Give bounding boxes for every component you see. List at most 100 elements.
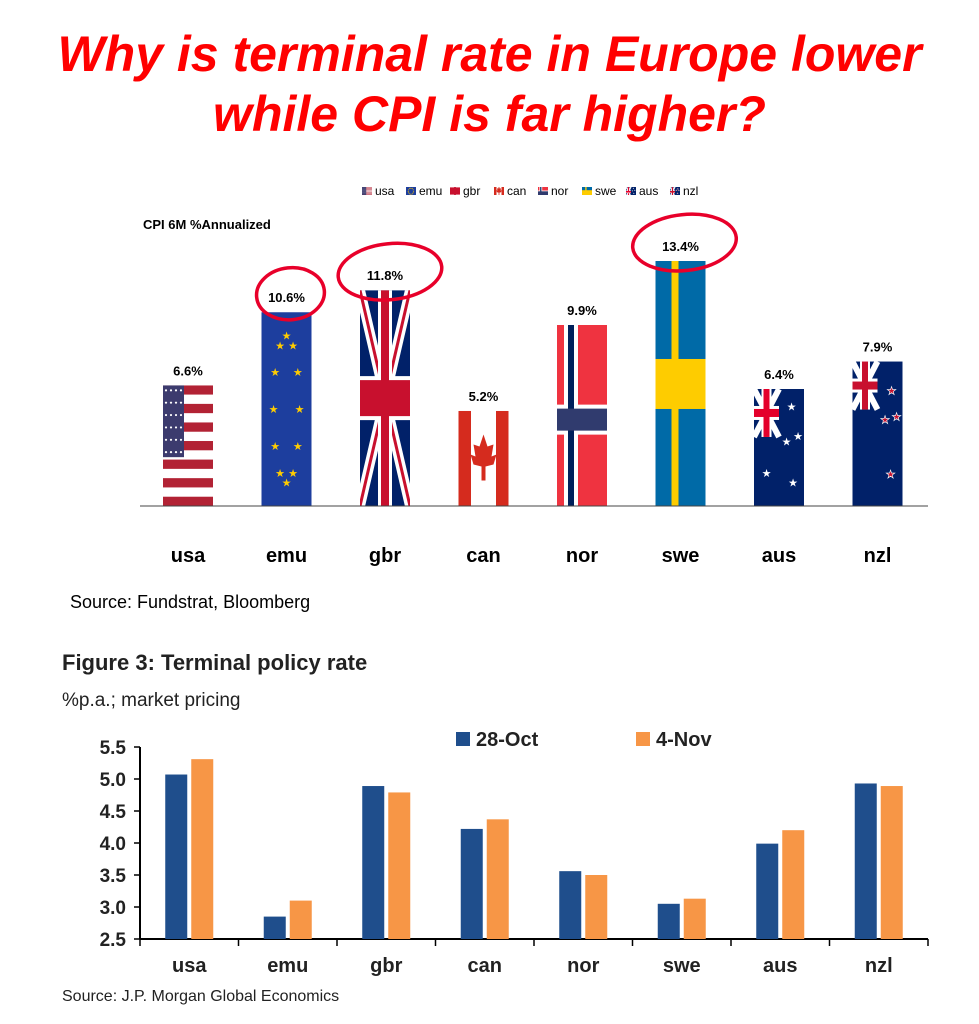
rate-legend: 28-Oct 4-Nov xyxy=(456,729,712,751)
svg-text:★: ★ xyxy=(628,192,630,195)
rate-legend-swatch xyxy=(456,732,470,746)
svg-text:★: ★ xyxy=(787,402,797,414)
svg-text:★: ★ xyxy=(676,189,678,192)
svg-text:★: ★ xyxy=(886,469,896,481)
svg-text:★: ★ xyxy=(793,431,803,443)
cpi-legend-label: gbr xyxy=(463,184,480,198)
rate-bar-can-4nov xyxy=(486,819,509,939)
svg-text:★: ★ xyxy=(633,187,635,190)
cpi-bar-usa xyxy=(163,385,213,506)
cpi-bar-can xyxy=(458,410,509,506)
headline: Why is terminal rate in Europe lower whi… xyxy=(0,24,979,144)
rate-y-tick-label: 3.0 xyxy=(100,898,126,919)
rate-bar-emu-4nov xyxy=(289,900,312,939)
headline-line-2: while CPI is far higher? xyxy=(213,86,766,142)
svg-text:★: ★ xyxy=(409,192,411,195)
rate-bar-gbr-4nov xyxy=(388,792,411,939)
cpi-bar-emu: ★★★★★★★★★★★★ xyxy=(261,312,312,506)
cpi-data-label: 11.8% xyxy=(367,268,404,283)
svg-text:★: ★ xyxy=(295,404,305,416)
svg-text:★: ★ xyxy=(293,441,303,453)
svg-text:★: ★ xyxy=(412,191,414,194)
cpi-legend-label: nzl xyxy=(683,184,698,198)
cpi-legend-item-usa: usa xyxy=(362,184,395,198)
svg-text:★: ★ xyxy=(632,189,634,192)
rate-category-label: gbr xyxy=(370,955,402,977)
legend-flag-nzl-icon: ★★ ★★ xyxy=(670,187,680,195)
svg-text:★: ★ xyxy=(887,385,897,397)
rate-bar-usa-28oct xyxy=(165,774,188,939)
cpi-data-label: 9.9% xyxy=(567,303,597,318)
cpi-category-label: usa xyxy=(171,545,206,567)
cpi-legend-item-nzl: ★★ ★★ nzl xyxy=(670,184,698,198)
cpi-chart-title: CPI 6M %Annualized xyxy=(143,217,271,232)
rate-category-label: swe xyxy=(663,955,701,977)
cpi-data-label: 7.9% xyxy=(863,340,893,355)
annotation-circle-gbr xyxy=(336,241,444,302)
svg-text:★: ★ xyxy=(288,468,298,480)
rate-bar-nor-28oct xyxy=(559,871,582,939)
svg-text:★: ★ xyxy=(411,187,413,190)
cpi-data-label: 5.2% xyxy=(469,389,499,404)
svg-text:★: ★ xyxy=(412,188,414,191)
annotation-circle-emu xyxy=(254,265,327,322)
cpi-legend-item-swe: swe xyxy=(582,184,617,198)
rate-bar-gbr-28oct xyxy=(362,786,385,939)
cpi-bar-gbr xyxy=(360,290,410,506)
rate-category-label: nzl xyxy=(865,955,893,977)
rate-legend-swatch xyxy=(636,732,650,746)
svg-text:★: ★ xyxy=(407,190,409,193)
cpi-bar-nzl: ★★ ★★ xyxy=(852,361,903,506)
svg-text:★: ★ xyxy=(275,340,285,352)
svg-text:★: ★ xyxy=(677,187,679,190)
legend-flag-emu-icon: ★★★★★★★★★ ★ ★★ xyxy=(406,187,416,195)
cpi-legend-item-can: can xyxy=(494,184,526,198)
cpi-data-label: 6.6% xyxy=(173,363,203,378)
rate-bar-emu-28oct xyxy=(263,916,286,939)
svg-text:★: ★ xyxy=(408,191,410,194)
rate-y-tick-label: 2.5 xyxy=(100,930,127,951)
rate-legend-label: 28-Oct xyxy=(476,729,539,751)
cpi-category-label: swe xyxy=(662,545,700,567)
cpi-bar-aus: ★★ ★★★ xyxy=(754,388,804,506)
rate-bar-aus-28oct xyxy=(756,843,779,939)
rate-category-label: aus xyxy=(763,955,797,977)
rate-bar-can-28oct xyxy=(460,828,483,939)
svg-text:★: ★ xyxy=(410,187,412,190)
svg-text:★: ★ xyxy=(892,411,902,423)
cpi-category-label: nzl xyxy=(864,545,892,567)
rate-bar-swe-4nov xyxy=(683,898,706,939)
rate-bar-aus-4nov xyxy=(782,830,805,939)
rate-bar-swe-28oct xyxy=(657,903,680,939)
svg-text:★: ★ xyxy=(633,192,635,195)
cpi-data-label: 13.4% xyxy=(662,239,699,254)
svg-text:★: ★ xyxy=(408,188,410,191)
rate-category-label: usa xyxy=(172,955,207,977)
svg-text:★: ★ xyxy=(293,367,303,379)
cpi-chart: usa ★★★★★★★★★ ★ ★★ emu gbr can nor swe ★★ ★★★ aus ★★… xyxy=(140,184,928,567)
rate-bar-nor-4nov xyxy=(585,875,608,939)
cpi-legend-item-aus: ★★ ★★★ aus xyxy=(626,184,658,198)
rate-y-tick-label: 5.5 xyxy=(100,738,127,759)
cpi-legend: usa ★★★★★★★★★ ★ ★★ emu gbr can nor swe ★★ ★★★ aus ★★… xyxy=(362,184,698,198)
svg-text:★: ★ xyxy=(270,367,280,379)
svg-text:★: ★ xyxy=(282,478,292,490)
cpi-data-label: 10.6% xyxy=(268,290,305,305)
legend-flag-nor-icon xyxy=(538,187,548,195)
legend-flag-swe-icon xyxy=(582,187,592,195)
cpi-legend-label: emu xyxy=(419,184,442,198)
svg-text:★: ★ xyxy=(282,330,292,342)
svg-text:★: ★ xyxy=(782,437,792,449)
rate-bar-nzl-28oct xyxy=(854,783,877,939)
figure-3-title: Figure 3: Terminal policy rate xyxy=(62,650,368,675)
legend-flag-gbr-icon xyxy=(450,187,460,195)
svg-text:★: ★ xyxy=(762,468,772,480)
rate-bar-usa-4nov xyxy=(191,759,214,939)
svg-text:★: ★ xyxy=(677,192,679,195)
cpi-legend-label: nor xyxy=(551,184,568,198)
legend-flag-can-icon xyxy=(494,187,504,195)
svg-text:★: ★ xyxy=(411,192,413,195)
svg-text:★: ★ xyxy=(634,189,636,192)
svg-text:★: ★ xyxy=(269,404,279,416)
svg-text:★: ★ xyxy=(880,414,890,426)
